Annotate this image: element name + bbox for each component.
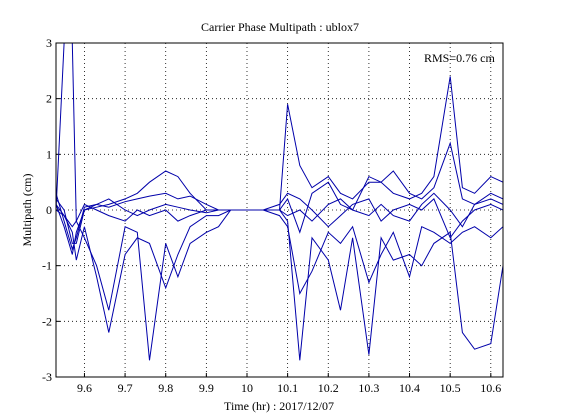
x-tick-label: 10.5 <box>440 381 461 395</box>
x-tick-label: 10 <box>241 381 253 395</box>
x-tick-label: 10.2 <box>318 381 339 395</box>
x-tick-label: 10.6 <box>480 381 501 395</box>
series-line-1 <box>56 76 503 251</box>
series-line-6 <box>56 192 503 228</box>
x-tick-label: 9.9 <box>199 381 214 395</box>
series-line-4 <box>56 209 503 333</box>
x-tick-label: 10.1 <box>277 381 298 395</box>
x-tick-label: 9.6 <box>77 381 92 395</box>
x-tick-label: 10.4 <box>399 381 420 395</box>
plot-frame <box>55 42 504 378</box>
y-tick-label: -2 <box>42 314 52 328</box>
x-axis-label: Time (hr) : 2017/12/07 <box>224 399 334 413</box>
x-tick-label: 9.8 <box>158 381 173 395</box>
rms-annotation: RMS=0.76 cm <box>424 51 495 65</box>
series-lines <box>56 43 503 361</box>
x-tick-label: 9.7 <box>118 381 133 395</box>
y-tick-labels: -3 -2 -1 0 1 2 3 <box>42 36 52 384</box>
y-tick-label: 1 <box>46 147 52 161</box>
x-tick-label: 10.3 <box>358 381 379 395</box>
y-tick-label: -3 <box>42 370 52 384</box>
y-axis-label: Multipath (cm) <box>20 174 34 247</box>
series-line-5 <box>56 192 503 244</box>
y-tick-label: 3 <box>46 36 52 50</box>
x-tick-labels: 9.6 9.7 9.8 9.9 10 10.1 10.2 10.3 10.4 10.5 10.6 <box>77 381 501 395</box>
series-line-3 <box>56 43 503 361</box>
chart-title: Carrier Phase Multipath : ublox7 <box>201 20 359 34</box>
y-tick-label: 0 <box>46 203 52 217</box>
y-tick-label: 2 <box>46 92 52 106</box>
y-tick-label: -1 <box>42 259 52 273</box>
